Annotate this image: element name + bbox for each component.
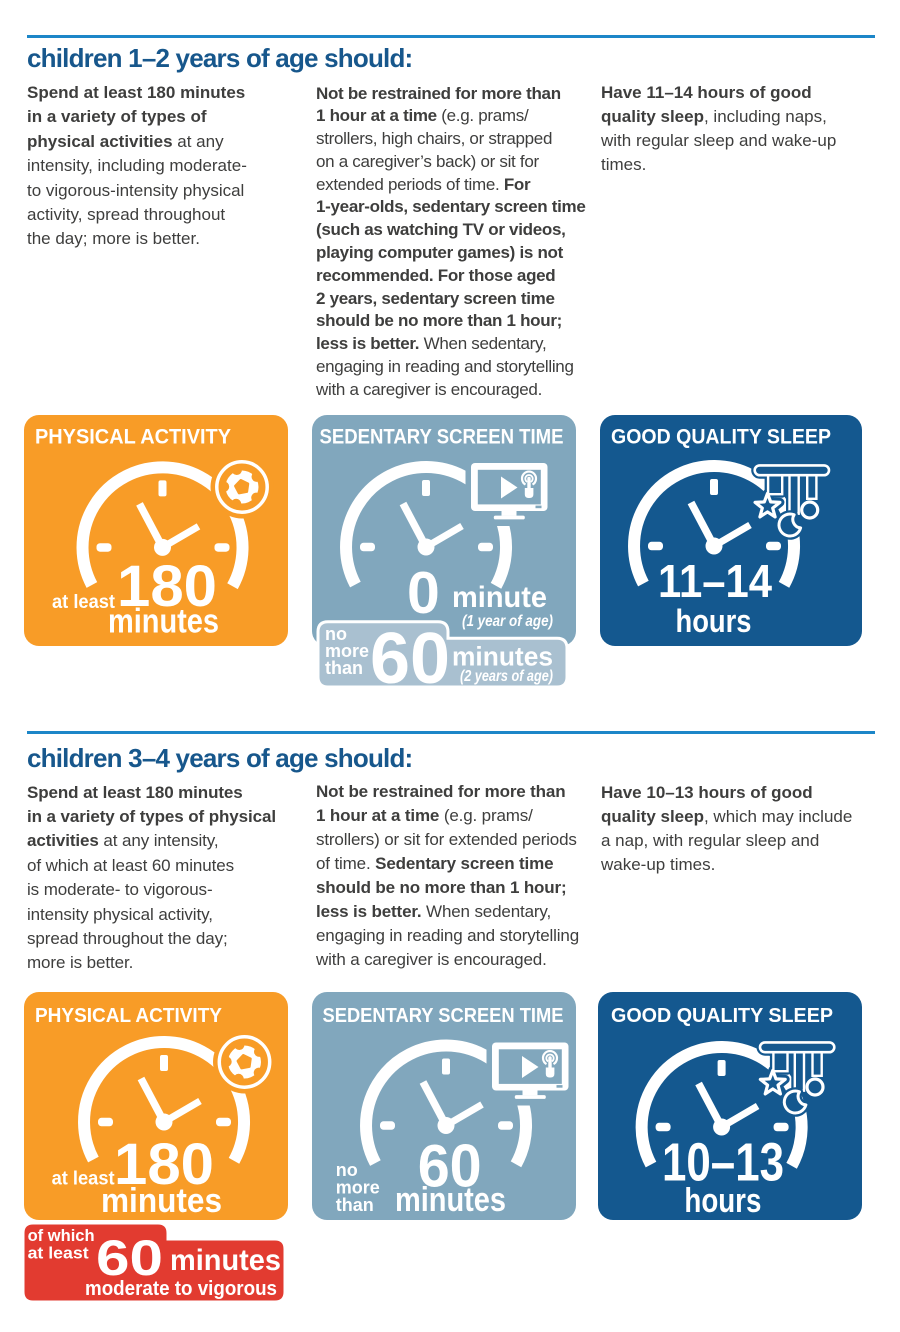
svg-text:0: 0	[407, 560, 440, 626]
svg-text:60: 60	[96, 1230, 163, 1286]
svg-text:60: 60	[370, 619, 450, 691]
svg-text:moderate to vigorous: moderate to vigorous	[85, 1278, 277, 1300]
svg-text:minutes: minutes	[170, 1244, 281, 1277]
svg-text:SEDENTARY SCREEN TIME: SEDENTARY SCREEN TIME	[320, 426, 564, 449]
svg-text:(2 years of age): (2 years of age)	[460, 668, 553, 685]
svg-text:minutes: minutes	[108, 603, 219, 641]
svg-text:minutes: minutes	[452, 642, 553, 672]
svg-text:more: more	[325, 641, 369, 661]
svg-text:SEDENTARY SCREEN TIME: SEDENTARY SCREEN TIME	[323, 1005, 564, 1027]
svg-text:than: than	[336, 1195, 374, 1215]
svg-text:no: no	[325, 624, 347, 644]
svg-text:at least: at least	[28, 1244, 89, 1263]
svg-text:minutes: minutes	[395, 1181, 506, 1219]
svg-text:180: 180	[114, 1132, 214, 1197]
svg-text:10–13: 10–13	[662, 1133, 784, 1193]
svg-text:180: 180	[117, 554, 217, 619]
svg-text:11–14: 11–14	[658, 555, 772, 607]
svg-text:hours: hours	[684, 1182, 761, 1220]
svg-text:minutes: minutes	[101, 1182, 222, 1220]
svg-text:PHYSICAL ACTIVITY: PHYSICAL ACTIVITY	[35, 1005, 223, 1027]
svg-text:of which: of which	[28, 1226, 95, 1245]
svg-text:more: more	[336, 1178, 380, 1198]
svg-text:than: than	[325, 658, 363, 678]
svg-text:minute: minute	[452, 581, 547, 614]
svg-text:at least: at least	[52, 592, 116, 613]
svg-text:GOOD QUALITY SLEEP: GOOD QUALITY SLEEP	[611, 426, 831, 449]
svg-text:PHYSICAL ACTIVITY: PHYSICAL ACTIVITY	[35, 426, 231, 449]
svg-text:at least: at least	[52, 1168, 116, 1189]
svg-text:(1 year of age): (1 year of age)	[462, 613, 553, 630]
svg-text:no: no	[336, 1160, 358, 1180]
svg-text:GOOD QUALITY SLEEP: GOOD QUALITY SLEEP	[611, 1005, 833, 1027]
svg-text:hours: hours	[676, 603, 752, 639]
svg-text:60: 60	[418, 1133, 482, 1200]
